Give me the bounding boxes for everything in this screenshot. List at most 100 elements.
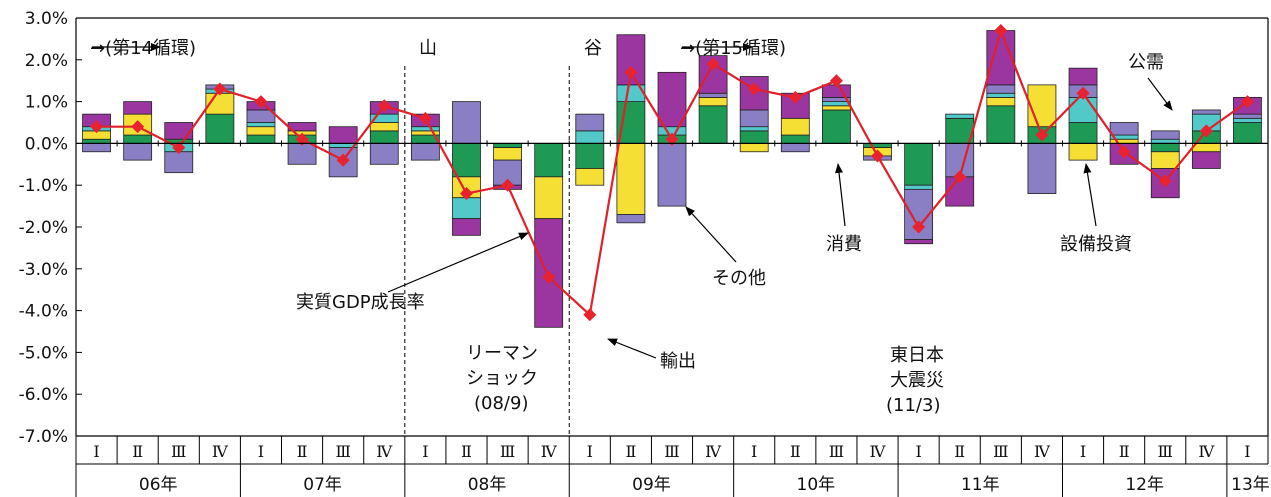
quarter-label: Ⅲ xyxy=(664,442,679,461)
quarter-label: Ⅰ xyxy=(751,442,757,461)
gdp-growth-point xyxy=(1240,95,1254,109)
bar-segment-other xyxy=(164,151,194,174)
quarter-label: Ⅳ xyxy=(376,442,393,461)
exports-label: 輸出 xyxy=(660,351,696,372)
gdp-growth-point xyxy=(624,65,638,79)
quarter-label: Ⅰ xyxy=(93,442,99,461)
bar-segment-investment xyxy=(369,122,399,132)
gdp-growth-point xyxy=(254,95,268,109)
annotations: →(第14循環) 山 谷 →(第15循環) 公需 実質GDP成長率 リーマン シ… xyxy=(90,38,1173,416)
gdp-growth-point xyxy=(90,120,104,134)
year-label: 06年 xyxy=(139,475,178,495)
bar-segment-investment xyxy=(616,142,646,215)
quarter-label: Ⅰ xyxy=(1244,442,1250,461)
bar-segment-exports xyxy=(1191,151,1221,169)
quarter-label: Ⅲ xyxy=(500,442,515,461)
y-tick-label: 0.0% xyxy=(25,134,68,154)
cycle14-label: →(第14循環) xyxy=(90,38,196,59)
bar-segment-consumption xyxy=(493,142,522,148)
gdp-growth-point xyxy=(665,132,679,146)
bar-segment-public xyxy=(822,101,851,107)
consumption-label: 消費 xyxy=(826,234,862,255)
quake-label-line1: 東日本 xyxy=(890,345,944,366)
consumption-arrow xyxy=(835,163,846,227)
cycle15-label: →(第15循環) xyxy=(680,38,786,59)
bar-segment-consumption xyxy=(780,134,810,144)
bar-segment-other xyxy=(410,142,440,161)
bar-segment-public xyxy=(1233,117,1262,123)
y-tick-label: -5.0% xyxy=(19,343,68,363)
other-arrow xyxy=(685,206,737,263)
bar-segment-public xyxy=(410,126,440,132)
bar-segment-investment xyxy=(698,97,728,107)
stacked-bar xyxy=(452,101,481,236)
y-tick-label: -2.0% xyxy=(19,218,68,238)
bar-segment-consumption xyxy=(986,105,1016,144)
bar-segment-investment xyxy=(1027,84,1057,128)
bar-segment-other xyxy=(1191,109,1221,115)
bar-segment-consumption xyxy=(904,142,934,186)
gdp-growth-point xyxy=(459,187,473,201)
bar-segment-other xyxy=(739,109,769,128)
bar-segment-public xyxy=(1068,97,1098,123)
stacked-bar xyxy=(1068,67,1098,161)
public-demand-label: 公需 xyxy=(1128,52,1164,73)
bar-segment-other xyxy=(575,113,605,132)
bar-segment-consumption xyxy=(1233,122,1262,144)
gdp-growth-point xyxy=(1076,86,1090,100)
bar-segment-investment xyxy=(493,147,522,161)
bar-segment-consumption xyxy=(1068,122,1098,144)
bar-segment-consumption xyxy=(616,101,646,144)
y-tick-label: -6.0% xyxy=(19,385,68,405)
quarter-label: Ⅱ xyxy=(790,442,801,461)
bar-segment-investment xyxy=(246,126,276,136)
bar-segment-investment xyxy=(739,142,769,153)
stacked-bar xyxy=(410,113,440,161)
stacked-bar xyxy=(164,122,194,174)
quarter-label: Ⅳ xyxy=(1198,442,1215,461)
quake-label-line3: (11/3) xyxy=(886,395,940,416)
bar-segment-consumption xyxy=(205,113,235,144)
gdp-growth-point xyxy=(501,178,515,192)
bar-segment-consumption xyxy=(822,109,851,144)
gdp-growth-arrow xyxy=(387,232,529,293)
gdp-growth-series xyxy=(90,24,1254,322)
y-axis-tick-labels: 3.0% 2.0% 1.0% 0.0% -1.0% -2.0% -3.0% -4.0% -5.0… xyxy=(19,9,68,447)
gdp-growth-point xyxy=(788,90,802,104)
stacked-bar xyxy=(616,34,646,224)
gdp-growth-point xyxy=(418,111,432,125)
bar-segment-consumption xyxy=(534,142,564,178)
stacked-bar xyxy=(1027,84,1057,194)
gdp-growth-point xyxy=(994,24,1008,38)
bar-segment-public xyxy=(739,126,769,132)
gdp-growth-point xyxy=(871,149,885,163)
gdp-growth-point xyxy=(542,270,556,284)
trough-label: 谷 xyxy=(584,38,602,59)
gdp-growth-point xyxy=(706,57,720,71)
peak-label: 山 xyxy=(419,38,437,59)
gdp-growth-point xyxy=(131,120,145,134)
bar-segment-public xyxy=(986,92,1016,98)
bar-segment-consumption xyxy=(575,142,605,169)
investment-label: 設備投資 xyxy=(1060,234,1132,255)
gdp-growth-point xyxy=(377,99,391,113)
bar-segment-investment xyxy=(534,176,564,220)
gdp-growth-point xyxy=(1035,128,1049,142)
quarter-label: Ⅲ xyxy=(829,442,844,461)
year-label: 12年 xyxy=(1125,475,1164,495)
bar-segment-investment xyxy=(575,168,605,186)
year-label: 08年 xyxy=(468,475,507,495)
exports-arrow xyxy=(607,338,657,359)
bar-segment-consumption xyxy=(369,130,399,144)
y-tick-label: -7.0% xyxy=(19,427,68,447)
bar-segment-other xyxy=(287,142,317,165)
quarter-label: Ⅱ xyxy=(132,442,143,461)
bar-segment-consumption xyxy=(863,142,892,148)
bar-segment-exports xyxy=(657,71,687,128)
stacked-bar xyxy=(698,55,728,144)
bar-segment-public xyxy=(575,130,605,144)
y-tick-label: 2.0% xyxy=(25,51,68,71)
gdp-growth-point xyxy=(829,74,843,88)
quarter-label: Ⅲ xyxy=(335,442,350,461)
